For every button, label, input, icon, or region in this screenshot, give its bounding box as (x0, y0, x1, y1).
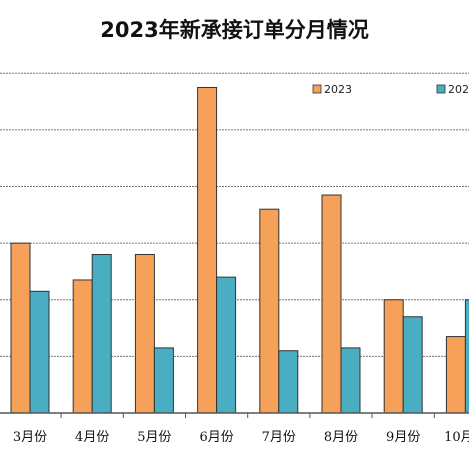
bar-2022-1 (29, 290, 50, 414)
x-axis: 3月份 4月份 5月份 6月份 7月份 8月份 9月份 10月份 (0, 412, 469, 445)
bar-2023-4 (197, 86, 218, 414)
x-tick-label: 6月份 (199, 430, 233, 445)
bar-2023-1 (10, 242, 31, 414)
x-tick-label: 7月份 (262, 430, 296, 445)
x-tick-label: 8月份 (324, 430, 358, 445)
bar-2023-7 (383, 299, 404, 414)
x-tick-label: 10月份 (444, 430, 469, 445)
legend: 2023 2022 (312, 83, 469, 96)
bar-2022-2 (91, 253, 112, 414)
bar-2023-8 (445, 336, 466, 414)
bar-2022-7 (402, 316, 423, 414)
x-tick-label: 3月份 (13, 430, 47, 445)
bar-2022-6 (340, 347, 361, 414)
bar-2023-3 (134, 253, 155, 414)
legend-swatch-2022 (436, 84, 446, 94)
bar-2023-2 (72, 279, 93, 414)
bar-2023-5 (259, 208, 280, 414)
bar-2022-4 (216, 276, 237, 414)
x-tick-label: 4月份 (75, 430, 109, 445)
legend-swatch-2023 (312, 84, 322, 94)
legend-label-2022: 2022 (448, 83, 469, 96)
x-tick-label: 5月份 (137, 430, 171, 445)
bar-2022-3 (153, 347, 174, 414)
x-tick-label: 9月份 (386, 430, 420, 445)
bar-2022-5 (278, 350, 299, 414)
chart-title: 2023年新承接订单分月情况 (100, 18, 369, 42)
bar-2023-6 (321, 194, 342, 414)
legend-label-2023: 2023 (324, 83, 352, 96)
bar-2022-8 (464, 299, 469, 414)
bars (10, 86, 469, 414)
